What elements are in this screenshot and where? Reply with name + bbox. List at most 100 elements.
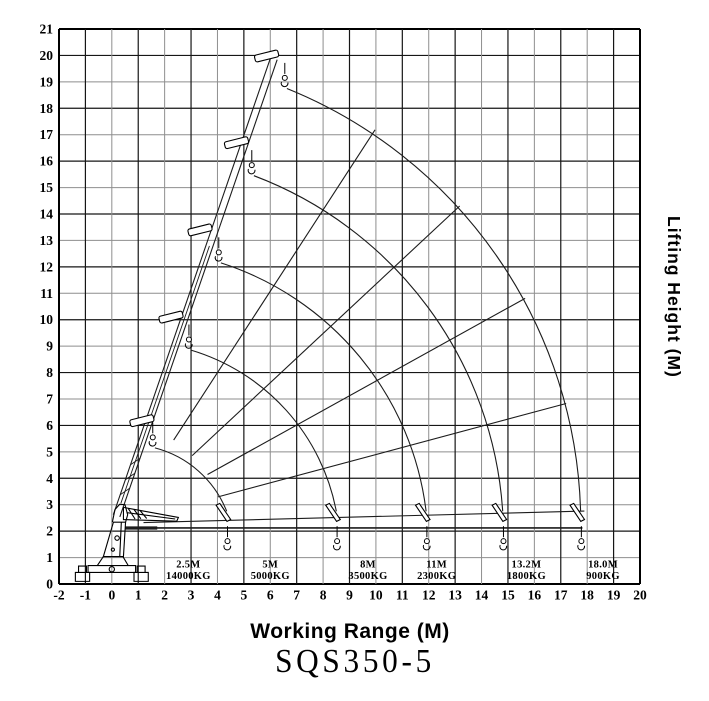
station-capacity-label: 3500KG bbox=[348, 571, 387, 582]
boom-head-block bbox=[158, 310, 184, 324]
y-tick-label: 15 bbox=[40, 180, 54, 195]
hook-curl bbox=[214, 256, 223, 262]
ground-boom-tip-wedge bbox=[569, 502, 586, 523]
load-radius-arc bbox=[286, 87, 582, 512]
x-tick-label: 9 bbox=[346, 588, 353, 603]
boom-hatch bbox=[125, 472, 136, 481]
x-tick-label: 0 bbox=[108, 588, 115, 603]
hook-pulley bbox=[281, 74, 288, 81]
ground-hook-icon bbox=[332, 526, 341, 551]
station-capacity-label: 1800KG bbox=[507, 571, 546, 582]
y-tick-label: 18 bbox=[40, 101, 54, 116]
load-radius-arc bbox=[220, 262, 427, 512]
y-tick-label: 9 bbox=[46, 339, 53, 354]
x-tick-label: 3 bbox=[188, 588, 195, 603]
y-tick-label: 2 bbox=[46, 524, 53, 539]
y-tick-label: 13 bbox=[40, 233, 54, 248]
boom-hook-icon bbox=[247, 150, 256, 175]
grid bbox=[58, 28, 641, 585]
y-tick-label: 3 bbox=[46, 497, 53, 512]
load-radius-arc bbox=[253, 175, 504, 512]
hook-pulley bbox=[185, 336, 192, 343]
hook-pulley bbox=[248, 162, 255, 169]
fan-line bbox=[173, 129, 376, 441]
x-tick-label: 4 bbox=[214, 588, 221, 603]
station-capacity-label: 900KG bbox=[586, 571, 620, 582]
boom-edge bbox=[119, 59, 278, 518]
station-length-label: 13.2M bbox=[512, 560, 542, 571]
y-tick-label: 6 bbox=[46, 418, 53, 433]
hook-curl bbox=[223, 544, 232, 551]
y-tick-label: 8 bbox=[46, 365, 53, 380]
y-tick-label: 1 bbox=[46, 550, 53, 565]
ground-boom-tip-wedge bbox=[324, 502, 342, 523]
hook-pulley bbox=[224, 538, 231, 545]
fan-line bbox=[191, 205, 461, 457]
axis-ticks: -2 -1 0 1 2 3 4 5 6 7 8 9 10 11 12 13 14 15 16 17 18 19 200123… bbox=[40, 22, 648, 603]
hook-pulley bbox=[149, 434, 156, 441]
ground-hook-icon bbox=[499, 526, 508, 551]
hook-curl bbox=[332, 544, 341, 551]
y-tick-label: 10 bbox=[40, 312, 54, 327]
x-tick-label: 8 bbox=[320, 588, 327, 603]
x-tick-label: 14 bbox=[475, 588, 489, 603]
boom-inner-section bbox=[120, 245, 210, 504]
y-tick-label: 7 bbox=[46, 392, 53, 407]
boom-head bbox=[187, 223, 213, 237]
x-tick-label: 2 bbox=[161, 588, 168, 603]
ground-hook-icon bbox=[577, 526, 585, 551]
hook-pulley bbox=[500, 538, 507, 545]
crane-pedestal bbox=[103, 522, 125, 556]
hook-curl bbox=[148, 441, 157, 447]
station-length-label: 2.5M bbox=[176, 560, 200, 571]
station-capacity-label: 2300KG bbox=[417, 571, 456, 582]
x-tick-label: 13 bbox=[448, 588, 462, 603]
boom-head bbox=[223, 136, 250, 150]
station-length-label: 8M bbox=[360, 560, 376, 571]
ground-boom-tip-wedge bbox=[414, 502, 431, 523]
pedestal-hole-lower bbox=[111, 548, 114, 551]
station-length-label: 11M bbox=[426, 560, 447, 571]
fan-line bbox=[207, 297, 526, 476]
boom-head bbox=[253, 49, 280, 63]
y-tick-label: 19 bbox=[40, 74, 54, 89]
hook-curl bbox=[247, 168, 256, 175]
hook-curl bbox=[422, 544, 431, 551]
station-length-label: 18.0M bbox=[588, 560, 618, 571]
fan-line bbox=[217, 402, 567, 498]
boom-head bbox=[158, 310, 184, 324]
boom-head-block bbox=[129, 414, 155, 428]
y-tick-label: 14 bbox=[40, 207, 54, 222]
ground-boom-tip-wedge bbox=[491, 502, 508, 523]
station-length-label: 5M bbox=[262, 560, 278, 571]
x-tick-label: 11 bbox=[396, 588, 409, 603]
boom-head-block bbox=[223, 136, 250, 150]
x-tick-label: 5 bbox=[240, 588, 247, 603]
chart-title: SQS350-5 bbox=[275, 643, 435, 680]
hook-pulley bbox=[423, 538, 430, 545]
load-radius-arc bbox=[154, 447, 228, 512]
boom-edge bbox=[112, 57, 272, 515]
hook-curl bbox=[577, 544, 585, 551]
y-tick-label: 21 bbox=[40, 22, 54, 37]
y-tick-label: 0 bbox=[46, 577, 53, 592]
y-tick-label: 4 bbox=[46, 471, 53, 486]
hook-pulley bbox=[215, 249, 222, 256]
ground-hook-icon bbox=[223, 526, 232, 551]
y-tick-label: 5 bbox=[46, 444, 53, 459]
boom-hook-icon bbox=[214, 237, 223, 262]
envelope-lines bbox=[112, 57, 585, 530]
boom-hook-icon bbox=[280, 62, 289, 88]
x-tick-label: 12 bbox=[422, 588, 436, 603]
hook-pulley bbox=[578, 538, 585, 545]
x-tick-label: 6 bbox=[267, 588, 274, 603]
hook-curl bbox=[499, 544, 508, 551]
hook-curl bbox=[184, 343, 193, 349]
ground-boom-tip-wedge bbox=[215, 502, 232, 523]
y-tick-label: 16 bbox=[40, 154, 54, 169]
hook-pulley bbox=[334, 538, 341, 545]
base-pin bbox=[109, 567, 114, 572]
